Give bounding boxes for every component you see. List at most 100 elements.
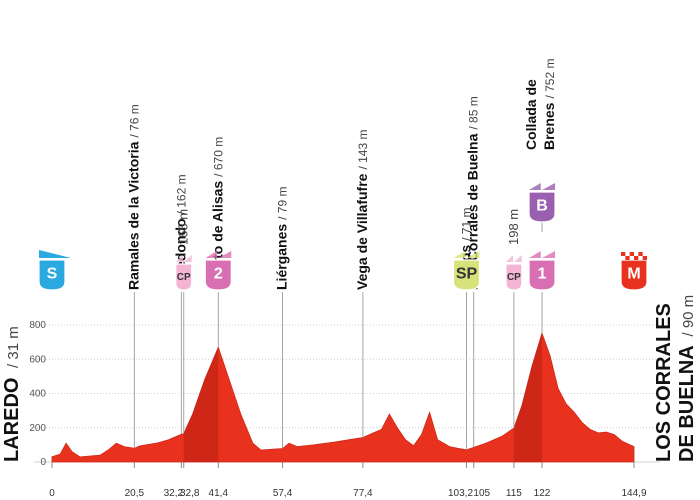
point-name: Liérganes xyxy=(274,224,290,290)
x-axis: 0 20,5 32,232,8 41,4 57,4 77,4 103,2 105 115 122 1… xyxy=(49,462,647,499)
cp-altitude-label: 198 m xyxy=(506,209,521,245)
badge-1: 1 xyxy=(528,251,556,291)
badge-shape xyxy=(528,191,556,223)
badge-label: B xyxy=(536,198,548,215)
finish-town-alt: / 90 m xyxy=(680,295,697,337)
badges: S CP 2 SP CP 1 B M xyxy=(38,183,648,291)
badge-cap-icon xyxy=(183,255,192,262)
point-label: Ramales de la Victoria / 76 m xyxy=(125,104,141,290)
badge-cap-icon xyxy=(505,255,514,262)
point-lines xyxy=(133,222,543,450)
badge-cap-icon xyxy=(513,255,522,262)
badge-shape xyxy=(620,259,648,291)
finish-town-name-line2: DE BUELNA xyxy=(676,346,698,462)
point-altitude: / 71 m xyxy=(460,208,474,241)
point-altitude: / 76 m xyxy=(127,104,141,137)
badge-cap-icon xyxy=(453,251,466,258)
badge-cap-icon xyxy=(529,183,541,190)
badge-shape xyxy=(505,263,523,291)
badge-cap-icon xyxy=(175,255,183,262)
x-tick-label: 105 xyxy=(473,488,490,499)
finish-checker-icon xyxy=(625,256,630,260)
x-tick-label: 20,5 xyxy=(125,488,145,499)
y-tick-label: 200 xyxy=(29,423,46,434)
badge-2: 2 xyxy=(204,251,232,291)
x-tick-label: 57,4 xyxy=(273,488,293,499)
x-tick-label: 41,4 xyxy=(209,488,229,499)
badge-sp: SP xyxy=(452,251,481,291)
finish-checker-icon xyxy=(638,252,643,256)
point-label-line2: Brenes / 752 m xyxy=(541,59,557,151)
start-town-label: LAREDO / 31 m xyxy=(1,326,23,462)
badge-m: M xyxy=(620,252,648,291)
badge-cp: CP xyxy=(175,255,193,291)
start-finish-labels: LAREDO / 31 m LOS CORRALES DE BUELNA / 9… xyxy=(1,295,698,462)
point-altitude: / 162 m xyxy=(174,174,188,214)
finish-town-label-line1: LOS CORRALES xyxy=(653,303,675,462)
point-name: Ramales de la Victoria xyxy=(125,141,141,290)
x-tick-label: 32,2 xyxy=(164,488,184,499)
point-altitude: / 752 m xyxy=(543,59,557,99)
badge-shape xyxy=(38,259,66,291)
point-altitude: / 143 m xyxy=(356,130,370,170)
x-tick-label: 103,2 xyxy=(448,488,473,499)
x-tick-label: 115 xyxy=(506,488,522,499)
start-flag-icon xyxy=(39,250,71,258)
finish-checker-icon xyxy=(634,256,639,260)
point-name-line2: Brenes xyxy=(541,102,557,150)
point-altitude: / 670 m xyxy=(211,137,225,177)
badge-label: S xyxy=(47,266,58,283)
badge-cap-icon xyxy=(218,251,232,258)
point-altitude: / 85 m xyxy=(467,96,481,129)
finish-checker-icon xyxy=(642,256,647,260)
finish-checker-icon xyxy=(629,252,634,256)
point-label: Liérganes / 79 m xyxy=(274,187,290,291)
badge-shape xyxy=(528,259,556,291)
y-axis: 0 200 400 600 800 xyxy=(29,320,46,468)
badge-cap-icon xyxy=(466,251,480,258)
badge-shape xyxy=(175,263,193,291)
start-town-alt: / 31 m xyxy=(5,326,22,368)
badge-label: 2 xyxy=(214,266,223,283)
finish-checker-icon xyxy=(621,252,626,256)
x-tick-label: 122 xyxy=(534,488,551,499)
point-name: Los Corrales de Buelna xyxy=(465,133,481,290)
x-tick-label: 0 xyxy=(49,488,55,499)
x-tick-label: 77,4 xyxy=(353,488,373,499)
x-tick-label: 144,9 xyxy=(621,488,646,499)
cp-altitude-label: 165 m xyxy=(176,209,191,245)
elevation-area xyxy=(51,331,635,463)
point-label: Vega de Villafufre / 143 m xyxy=(354,130,370,291)
y-tick-label: 400 xyxy=(29,389,46,400)
badge-cap-icon xyxy=(529,251,541,258)
point-altitude: / 79 m xyxy=(276,187,290,220)
start-town-name: LAREDO xyxy=(1,378,23,462)
y-tick-label: 600 xyxy=(29,354,46,365)
badge-cap-icon xyxy=(205,251,217,258)
point-label: Los Corrales de Buelna / 85 m xyxy=(465,96,481,290)
badge-label: 1 xyxy=(538,266,547,283)
x-tick-label: 32,8 xyxy=(180,488,200,499)
badge-label: M xyxy=(627,266,640,283)
badge-label: CP xyxy=(507,272,521,283)
badge-shape xyxy=(452,259,481,291)
badge-b: B xyxy=(528,183,556,223)
badge-shape xyxy=(204,259,232,291)
point-name: Collada de xyxy=(523,79,539,150)
badge-cap-icon xyxy=(542,183,556,190)
badge-s: S xyxy=(38,250,71,291)
climb-shade-brenes xyxy=(513,333,543,462)
profile-area xyxy=(51,331,635,463)
y-tick-label: 800 xyxy=(29,320,46,331)
badge-label: CP xyxy=(177,272,191,283)
badge-cap-icon xyxy=(542,251,556,258)
y-tick-label: 0 xyxy=(40,457,46,468)
badge-label: SP xyxy=(456,266,478,283)
badge-cp: CP xyxy=(505,255,523,291)
climb-shade-alisas xyxy=(183,347,219,462)
finish-town-name-line1: LOS CORRALES xyxy=(653,303,675,462)
point-name: Vega de Villafufre xyxy=(354,173,370,290)
